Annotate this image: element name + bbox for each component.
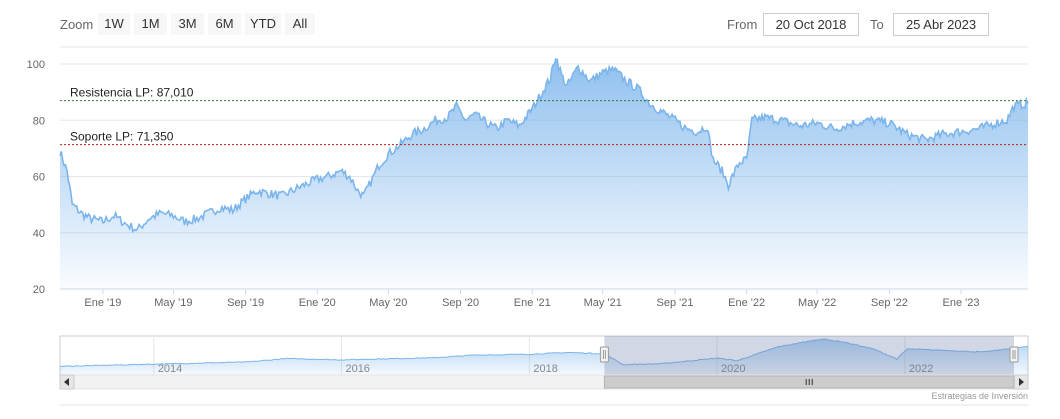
y-tick-label: 80 — [33, 115, 45, 127]
scroll-left-arrow-icon — [64, 378, 69, 386]
zoom-all-button[interactable]: All — [285, 13, 315, 35]
from-date-input[interactable]: 20 Oct 2018 — [763, 13, 859, 36]
navigator-line — [59, 338, 1029, 368]
price-series — [59, 58, 1029, 289]
zoom-6m-button[interactable]: 6M — [208, 13, 241, 35]
price-area — [60, 59, 1028, 289]
navigator-selection[interactable] — [604, 336, 1014, 375]
x-tick-label: Ene '23 — [943, 297, 980, 309]
x-tick-label: May '20 — [369, 297, 407, 309]
x-tick-label: Ene '19 — [84, 297, 121, 309]
scrollbar-grip-icon — [805, 379, 813, 385]
to-date-input[interactable]: 25 Abr 2023 — [893, 13, 989, 36]
x-tick-label: May '22 — [798, 297, 836, 309]
x-tick-label: May '21 — [584, 297, 622, 309]
navigator-tick-label: 2020 — [721, 363, 745, 375]
to-label: To — [870, 17, 884, 32]
zoom-3m-button[interactable]: 3M — [171, 13, 204, 35]
x-tick-label: Ene '21 — [514, 297, 551, 309]
x-tick-label: Ene '22 — [728, 297, 765, 309]
scrollbar[interactable] — [59, 374, 1029, 390]
x-tick-label: Ene '20 — [299, 297, 336, 309]
from-label: From — [727, 17, 758, 32]
navigator-tick-label: 2014 — [158, 363, 182, 375]
x-axis: Ene '19 May '19 Sep '19 Ene '20 May '20 Sep '… — [84, 289, 980, 309]
zoom-label: Zoom — [60, 17, 94, 32]
y-axis: 20 40 60 80 100 — [27, 59, 45, 296]
y-tick-label: 40 — [33, 228, 45, 240]
support-label: Soporte LP: 71,350 — [70, 130, 174, 144]
x-tick-label: Sep '20 — [442, 297, 479, 309]
x-tick-label: Sep '22 — [871, 297, 908, 309]
navigator-tick-label: 2022 — [909, 363, 933, 375]
plot-lines: Resistencia LP: 87,010 Soporte LP: 71,350 — [60, 86, 1028, 146]
y-tick-label: 20 — [33, 284, 45, 296]
scroll-right-arrow-icon — [1019, 378, 1024, 386]
navigator-tick-label: 2016 — [345, 363, 369, 375]
y-tick-label: 60 — [33, 172, 45, 184]
navigator-right-handle[interactable] — [1009, 346, 1019, 363]
x-tick-label: Sep '19 — [227, 297, 264, 309]
x-tick-label: Sep '21 — [657, 297, 694, 309]
navigator-left-handle[interactable] — [599, 346, 609, 363]
zoom-1m-button[interactable]: 1M — [134, 13, 167, 35]
navigator-tick-label: 2018 — [533, 363, 557, 375]
y-tick-label: 100 — [27, 59, 45, 71]
zoom-1w-button[interactable]: 1W — [98, 13, 130, 35]
price-line[interactable] — [59, 58, 1029, 234]
navigator-area — [60, 339, 1028, 375]
zoom-ytd-button[interactable]: YTD — [245, 13, 281, 35]
x-tick-label: May '19 — [154, 297, 192, 309]
navigator[interactable]: 2014 2016 2018 2020 2022 — [59, 335, 1029, 376]
resistance-label: Resistencia LP: 87,010 — [70, 86, 194, 100]
credits[interactable]: Estrategias de Inversión — [931, 391, 1028, 401]
